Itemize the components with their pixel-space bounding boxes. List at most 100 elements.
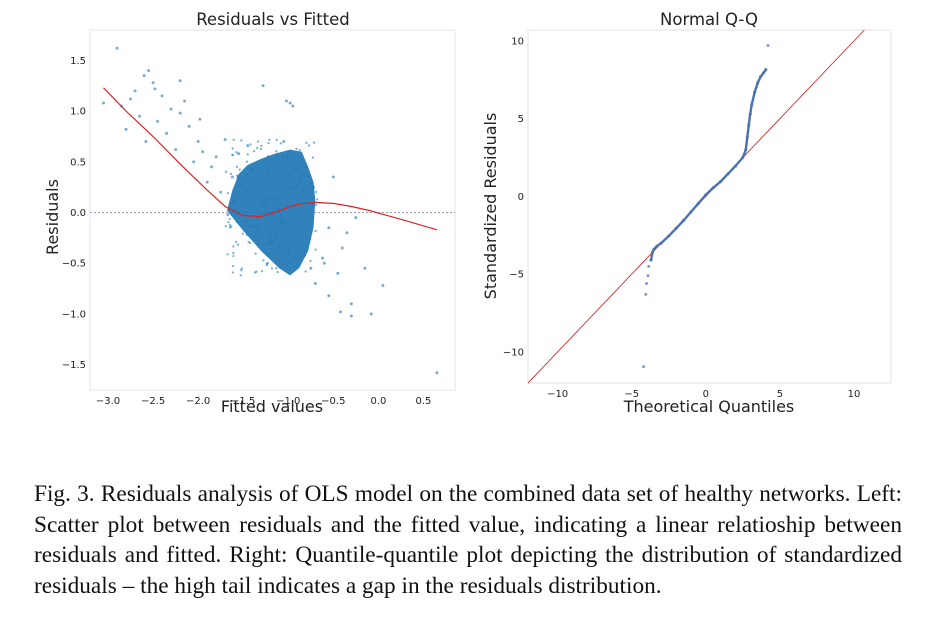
qq-point	[750, 103, 754, 107]
cluster-edge-point	[314, 229, 317, 233]
scatter-point	[246, 144, 250, 148]
cluster-edge-point	[231, 271, 235, 274]
left-y-tick-label: 1.0	[70, 107, 86, 118]
cluster-edge-point	[269, 231, 273, 235]
cluster-edge-point	[275, 267, 278, 270]
cluster-edge-point	[314, 190, 318, 194]
scatter-point	[160, 94, 164, 98]
scatter-point	[288, 101, 292, 105]
right-y-tick-label: 0	[518, 192, 524, 203]
scatter-point	[169, 107, 173, 111]
left-y-tick-label: 1.5	[70, 56, 86, 67]
cluster-edge-point	[273, 202, 277, 205]
cluster-edge-point	[308, 227, 311, 230]
scatter-point	[192, 160, 196, 164]
cluster-edge-point	[266, 173, 270, 176]
right-y-tick-label: −5	[509, 270, 524, 281]
cluster-edge-point	[240, 139, 243, 142]
cluster-edge-point	[271, 177, 274, 181]
cluster-edge-point	[246, 202, 250, 206]
cluster-edge-point	[231, 153, 234, 156]
scatter-point	[340, 246, 344, 250]
cluster-edge-point	[242, 201, 246, 205]
cluster-edge-point	[314, 248, 317, 251]
cluster-edge-point	[246, 172, 249, 176]
scatter-point	[322, 261, 326, 265]
scatter-point	[309, 266, 313, 270]
cluster-edge-point	[245, 188, 249, 191]
cluster-edge-point	[274, 160, 278, 163]
cluster-edge-point	[250, 194, 253, 197]
scatter-point	[142, 74, 146, 78]
qq-point	[652, 247, 656, 251]
qq-point	[756, 81, 760, 85]
cluster-edge-point	[299, 217, 303, 221]
qq-point	[748, 112, 752, 116]
scatter-point	[147, 69, 151, 73]
cluster-edge-point	[276, 196, 280, 199]
qq-point	[741, 155, 745, 160]
scatter-point	[345, 231, 349, 235]
cluster-edge-point	[245, 233, 249, 237]
scatter-point	[349, 302, 353, 306]
scatter-point	[230, 175, 234, 179]
cluster-edge-point	[271, 213, 274, 216]
cluster-edge-point	[286, 253, 289, 256]
qq-point	[764, 68, 768, 72]
cluster-edge-point	[309, 259, 312, 263]
cluster-edge-point	[283, 262, 286, 265]
cluster-edge-point	[260, 144, 263, 148]
cluster-edge-point	[267, 198, 270, 201]
cluster-edge-point	[293, 206, 296, 210]
cluster-edge-point	[224, 224, 228, 228]
cluster-edge-point	[263, 198, 267, 202]
cluster-edge-point	[232, 254, 235, 258]
left-x-tick-label: −3.0	[96, 396, 120, 407]
cluster-edge-point	[298, 177, 302, 180]
cluster-edge-point	[250, 167, 254, 170]
scatter-point	[153, 87, 157, 91]
scatter-point	[349, 314, 353, 318]
qq-point	[761, 71, 766, 75]
scatter-point	[327, 294, 331, 298]
cluster-edge-point	[307, 175, 310, 178]
scatter-point	[223, 138, 227, 142]
scatter-point	[210, 165, 214, 169]
qq-point	[696, 201, 700, 205]
cluster-edge-point	[267, 252, 271, 256]
right-x-tick-label: 10	[848, 389, 861, 400]
scatter-point	[183, 99, 187, 103]
cluster-edge-point	[287, 235, 290, 239]
cluster-edge-point	[316, 198, 319, 201]
cluster-edge-point	[270, 197, 273, 200]
scatter-point	[151, 81, 155, 85]
left-x-tick-label: −2.0	[186, 396, 210, 407]
scatter-point	[214, 155, 218, 159]
cluster-edge-point	[238, 168, 241, 171]
cluster-edge-point	[275, 138, 278, 142]
scatter-point	[381, 284, 385, 288]
left-x-tick-label: 0.0	[370, 396, 386, 407]
qq-point	[681, 218, 686, 223]
cluster-edge-point	[228, 223, 232, 227]
scatter-point	[124, 127, 128, 131]
cluster-edge-point	[271, 242, 274, 245]
cluster-edge-point	[229, 172, 233, 176]
scatter-point	[313, 282, 317, 286]
cluster-edge-point	[279, 142, 283, 145]
qq-point	[667, 234, 671, 238]
qq-outlier-point	[645, 281, 649, 285]
cluster-edge-point	[236, 175, 240, 178]
cluster-edge-point	[256, 140, 260, 143]
cluster-edge-point	[245, 160, 249, 163]
scatter-point	[138, 114, 142, 118]
cluster-edge-point	[235, 151, 238, 154]
cluster-edge-point	[314, 203, 318, 207]
left-x-tick-label: −1.5	[231, 396, 255, 407]
qq-point	[674, 226, 678, 230]
cluster-edge-point	[275, 150, 278, 153]
qq-outlier-point	[766, 44, 770, 48]
cluster-edge-point	[286, 263, 289, 267]
cluster-edge-point	[302, 172, 305, 175]
left-y-tick-label: −1.0	[62, 309, 86, 320]
